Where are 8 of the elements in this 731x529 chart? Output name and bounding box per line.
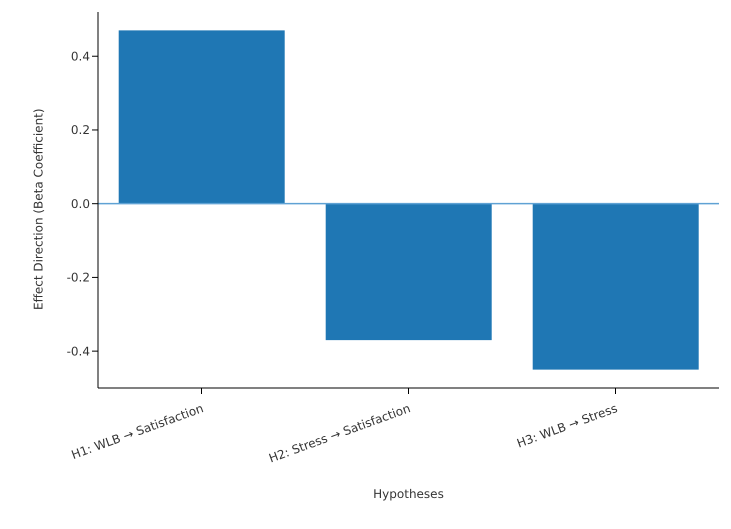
- x-axis-title: Hypotheses: [373, 487, 444, 501]
- y-tick-label: -0.4: [66, 344, 90, 358]
- y-tick-label: -0.2: [66, 270, 90, 285]
- y-tick-label: 0.4: [70, 49, 90, 64]
- x-tick-label: H3: WLB → Stress: [514, 401, 620, 451]
- y-tick-label: 0.2: [70, 123, 90, 138]
- y-tick-label: 0.0: [70, 196, 90, 211]
- y-axis-title: Effect Direction (Beta Coefficient): [31, 108, 46, 310]
